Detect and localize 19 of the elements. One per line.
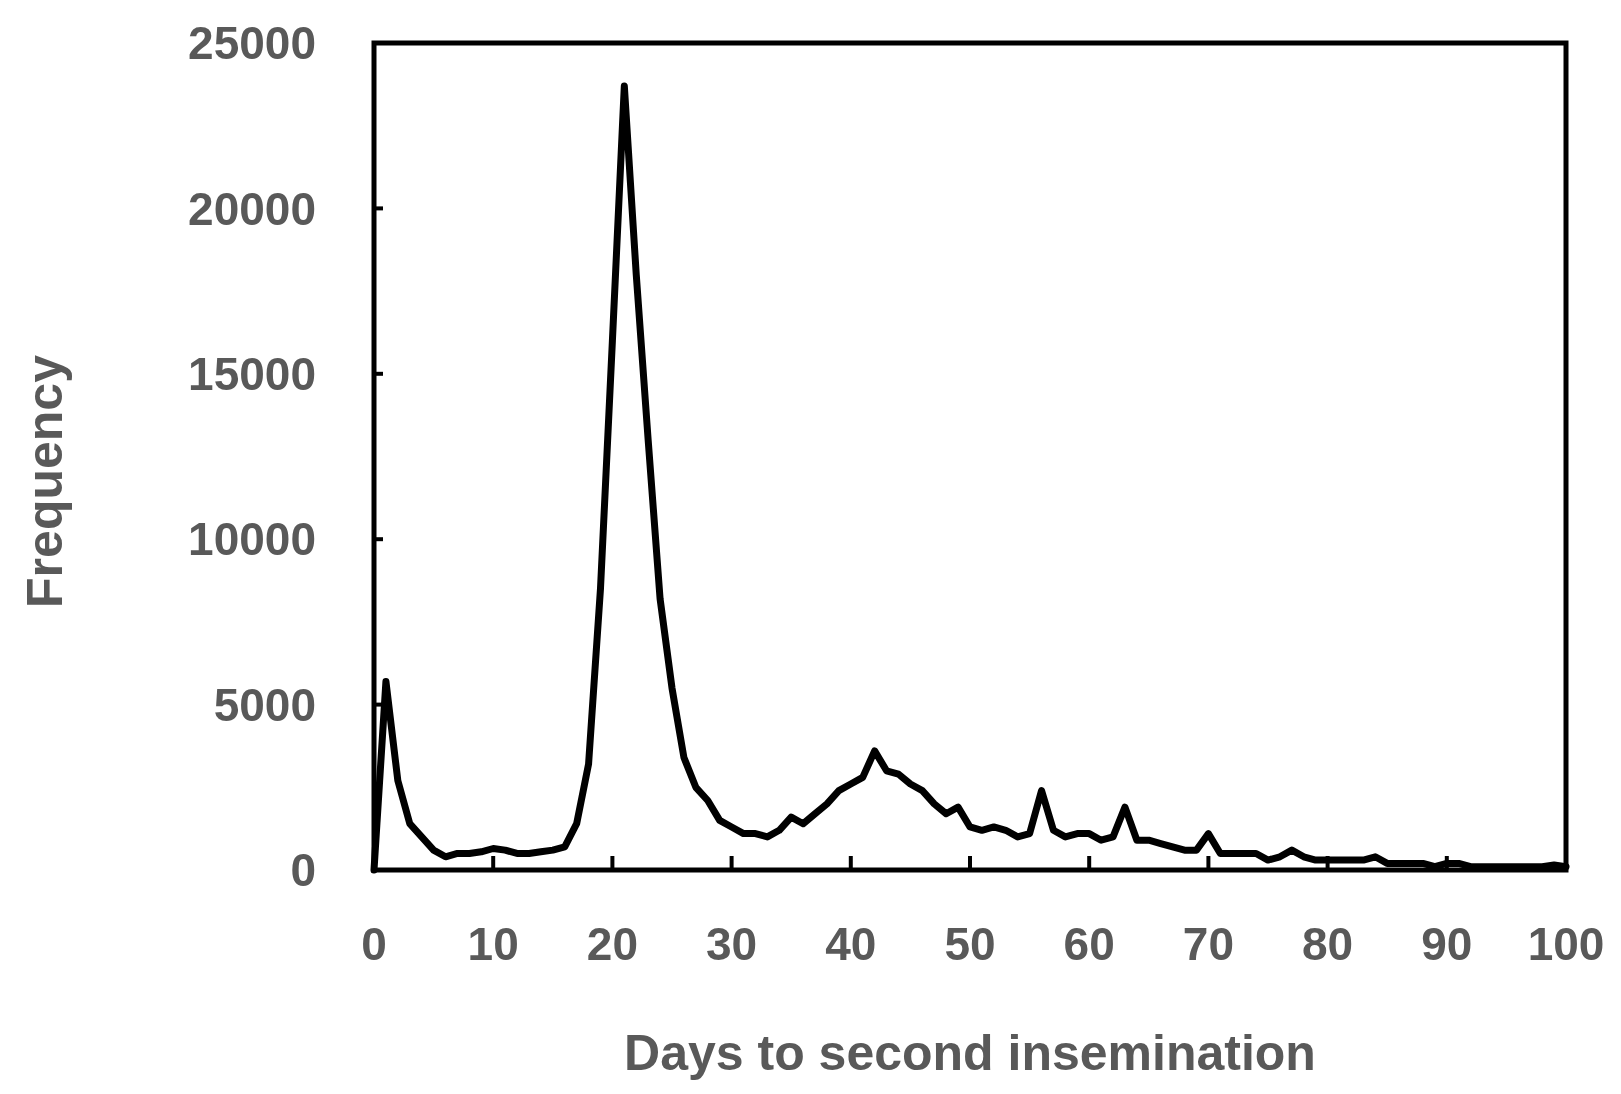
x-tick-label: 70 [1182,918,1234,970]
y-tick-label: 10000 [188,513,316,566]
x-tick-label: 10 [467,918,519,970]
y-tick-label: 15000 [188,347,316,400]
y-axis-title: Frequency [17,354,73,608]
x-tick-label: 90 [1421,918,1473,970]
x-tick-label: 80 [1302,918,1354,970]
y-tick-label: 0 [290,844,316,897]
x-tick-label: 40 [825,918,877,970]
y-tick-label: 5000 [213,678,316,731]
x-tick-label: 100 [1527,918,1605,970]
y-tick-label: 25000 [188,17,316,70]
x-tick-label: 60 [1063,918,1115,970]
x-axis-title: Days to second insemination [624,1025,1316,1081]
x-tick-label: 30 [706,918,758,970]
x-tick-label: 20 [586,918,638,970]
x-tick-label: 50 [944,918,996,970]
y-tick-label: 20000 [188,182,316,235]
x-tick-label: 0 [361,918,387,970]
